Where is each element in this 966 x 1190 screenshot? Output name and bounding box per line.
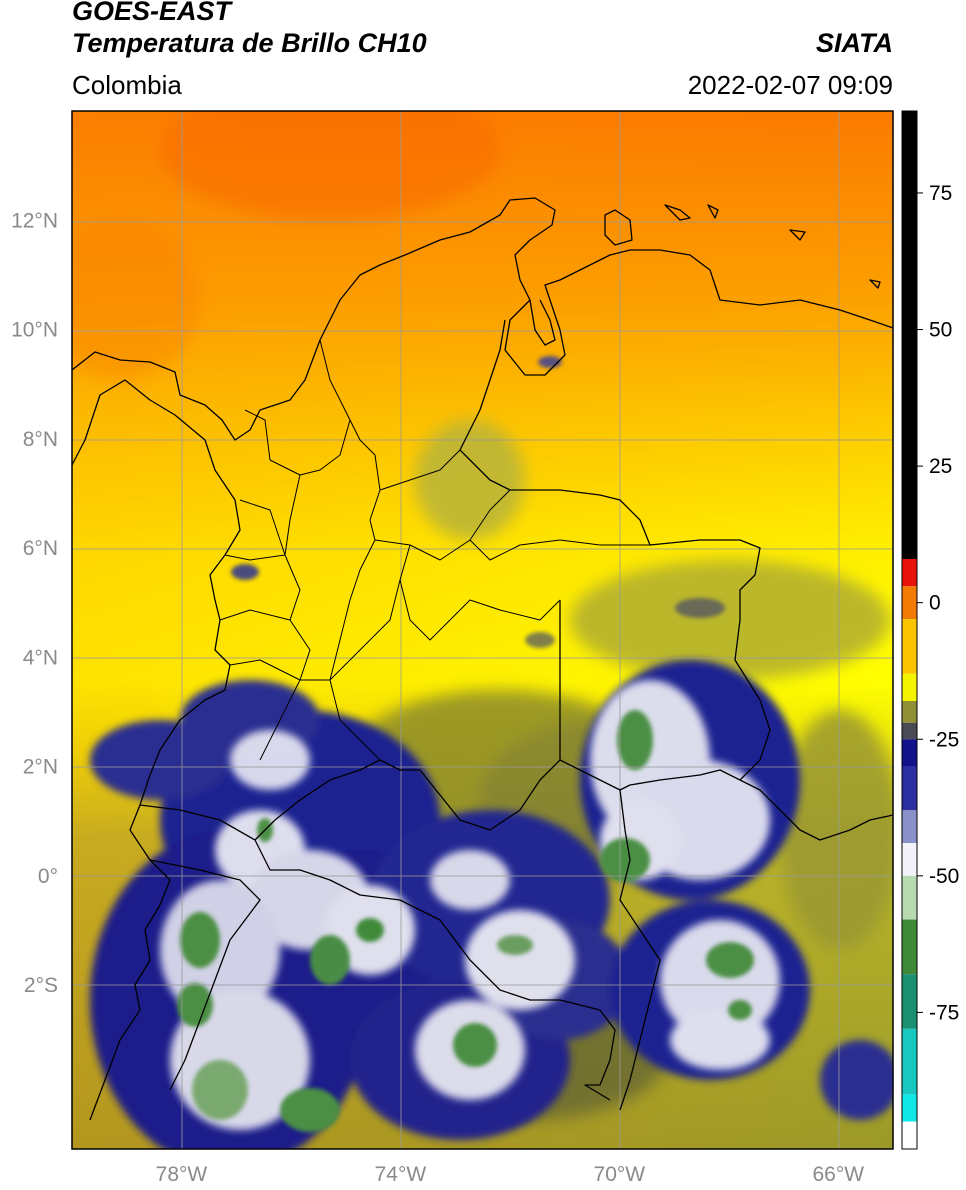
colorbar-tick-label: 25 bbox=[929, 455, 952, 478]
colorbar-segment bbox=[902, 919, 917, 975]
colorbar-tick-label: -25 bbox=[929, 728, 959, 751]
longitude-tick-label: 66°W bbox=[812, 1163, 864, 1186]
colorbar-segment bbox=[902, 766, 917, 811]
colorbar-segment bbox=[902, 1094, 917, 1122]
latitude-tick-label: 4°N bbox=[23, 646, 58, 669]
pacific-coastline bbox=[72, 379, 241, 1121]
datetime-label: 2022-02-07 09:09 bbox=[687, 70, 893, 100]
caribbean-coastline bbox=[72, 197, 893, 441]
colorbar-segment bbox=[902, 701, 917, 723]
latitude-axis: 12°N 10°N 8°N 6°N 4°N 2°N 0° 2°S bbox=[11, 209, 58, 997]
region-label: Colombia bbox=[72, 70, 182, 100]
colorbar-tick-label: 50 bbox=[929, 319, 952, 342]
colombia-internal-departments bbox=[219, 339, 650, 761]
latitude-tick-label: 6°N bbox=[23, 537, 58, 560]
latitude-tick-label: 2°N bbox=[23, 756, 58, 779]
colorbar-segment bbox=[902, 558, 917, 587]
colorbar-segment bbox=[902, 1121, 917, 1149]
colorbar-segment bbox=[902, 673, 917, 702]
colorbar-tick-label: 75 bbox=[929, 182, 952, 205]
organization-label: SIATA bbox=[816, 28, 893, 58]
brightness-temperature-field bbox=[72, 111, 893, 1149]
colorbar bbox=[902, 111, 917, 1149]
satellite-title: GOES-EAST bbox=[72, 0, 232, 26]
colorbar-segment bbox=[902, 843, 917, 876]
latitude-tick-label: 0° bbox=[38, 865, 58, 888]
colorbar-segment bbox=[902, 739, 917, 767]
colorbar-frame bbox=[901, 110, 918, 1150]
colorbar-segment bbox=[902, 722, 917, 740]
colorbar-tick-label: 0 bbox=[929, 592, 941, 615]
longitude-tick-label: 78°W bbox=[156, 1163, 208, 1186]
guyana-border bbox=[739, 779, 893, 841]
colorbar-segment bbox=[902, 1028, 917, 1095]
gulf-of-maracaibo bbox=[529, 299, 556, 346]
colorbar-tick-label: -75 bbox=[929, 1001, 959, 1024]
latitude-tick-label: 8°N bbox=[23, 428, 58, 451]
latitude-tick-label: 2°S bbox=[24, 974, 58, 997]
peru-ecuador-border bbox=[149, 859, 261, 1091]
product-title: Temperatura de Brillo CH10 bbox=[72, 28, 427, 58]
venezuela-brazil-border bbox=[379, 759, 741, 831]
coastlines-and-borders bbox=[72, 197, 893, 1121]
colorbar-segment bbox=[902, 111, 917, 559]
latitude-tick-label: 10°N bbox=[11, 319, 58, 342]
map-frame bbox=[71, 110, 894, 1150]
longitude-axis: 78°W 74°W 70°W 66°W bbox=[156, 1163, 865, 1186]
colombia-brazil-border bbox=[559, 600, 661, 1111]
latitude-tick-label: 12°N bbox=[11, 209, 58, 232]
islands bbox=[604, 204, 881, 289]
longitude-tick-label: 70°W bbox=[594, 1163, 646, 1186]
longitude-tick-label: 74°W bbox=[375, 1163, 427, 1186]
colorbar-ticks: 75 50 25 0 -25 -50 -75 bbox=[917, 182, 959, 1024]
colorbar-tick-label: -50 bbox=[929, 865, 959, 888]
colorbar-segment bbox=[902, 974, 917, 1029]
colorbar-segment bbox=[902, 586, 917, 620]
colorbar-segment bbox=[902, 875, 917, 920]
graticule bbox=[72, 111, 893, 1149]
colombia-ecuador-peru-border bbox=[139, 759, 616, 1101]
colorbar-segment bbox=[902, 810, 917, 844]
colorbar-segment bbox=[902, 619, 917, 674]
